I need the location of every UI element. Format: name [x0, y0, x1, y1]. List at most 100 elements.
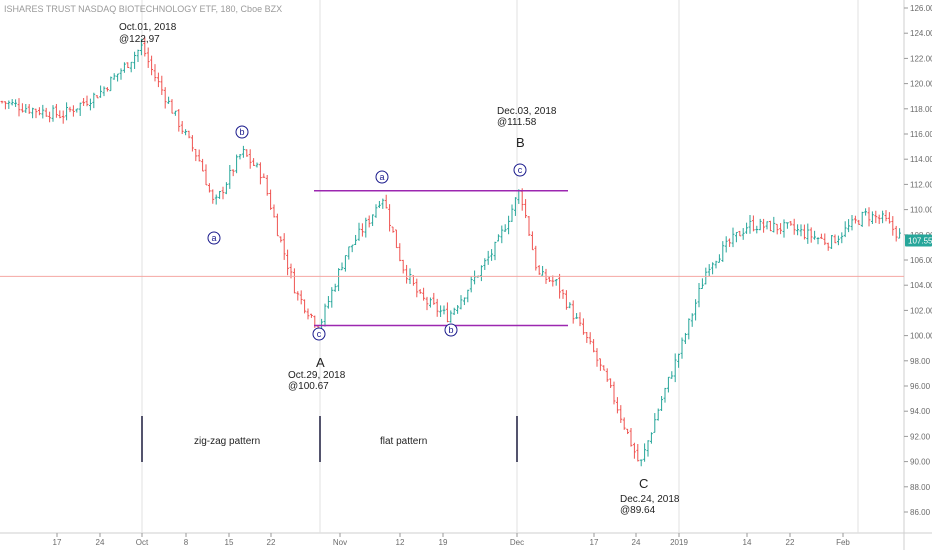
time-axis[interactable]: 17 24 Oct 8 15 22 Nov 12 19 Dec 17 24 2019 14 22 Feb: [53, 533, 851, 547]
ohlc-bar: [14, 99, 17, 107]
wave-label-c-major: C: [639, 476, 648, 491]
ohlc-bar: [415, 278, 419, 298]
ohlc-bar: [670, 371, 674, 379]
ohlc-bar: [738, 230, 742, 237]
wave-b-date: Dec.03, 2018: [497, 106, 557, 117]
ohlc-bar: [82, 98, 85, 106]
ohlc-bar: [554, 279, 558, 286]
ohlc-bar: [136, 49, 140, 62]
ohlc-bar: [765, 221, 769, 230]
ohlc-bar: [442, 305, 446, 315]
ohlc-bar: [775, 223, 779, 235]
ohlc-bar: [721, 241, 725, 262]
ohlc-bar: [160, 75, 164, 95]
ohlc-bar: [867, 207, 871, 227]
wave-c-date: Dec.24, 2018: [620, 494, 680, 505]
ohlc-bar: [395, 229, 398, 249]
price-tick-label: 120.00: [910, 80, 932, 89]
ohlc-bar: [823, 233, 827, 246]
ohlc-bar: [803, 224, 806, 240]
ohlc-bar: [95, 95, 99, 99]
ohlc-bar: [269, 189, 272, 210]
ohlc-bar: [680, 337, 684, 359]
ohlc-bar: [282, 233, 286, 260]
ohlc-bar: [106, 87, 109, 92]
ohlc-bar: [741, 228, 745, 240]
top-annotation-price: @122,97: [119, 34, 160, 45]
time-tick-label: 24: [96, 538, 105, 547]
ohlc-bar: [493, 241, 497, 261]
ohlc-bar: [432, 292, 436, 305]
ohlc-bar: [44, 107, 48, 117]
ohlc-bar: [840, 232, 844, 244]
ohlc-bar: [102, 86, 106, 97]
ohlc-bar: [813, 230, 816, 240]
ohlc-bar: [303, 299, 306, 314]
ohlc-bar: [752, 215, 755, 232]
ohlc-bar: [340, 262, 344, 271]
zigzag-pattern-label: zig-zag pattern: [194, 436, 260, 447]
ohlc-bar: [218, 190, 221, 199]
price-axis[interactable]: 126.00 124.00 122.00 120.00 118.00 116.00 114.…: [904, 4, 932, 517]
ohlc-bar: [667, 376, 670, 393]
ohlc-bar: [510, 204, 514, 222]
ohlc-bar: [837, 235, 840, 246]
ohlc-bar: [4, 101, 7, 110]
wave-a-date: Oct.29, 2018: [288, 370, 346, 381]
flat-pattern-label: flat pattern: [380, 436, 427, 447]
ohlc-bar: [361, 223, 364, 237]
ohlc-bar: [786, 222, 789, 229]
ohlc-bar: [293, 268, 296, 294]
price-tick-label: 106.00: [910, 256, 932, 265]
ohlc-bar: [677, 353, 680, 368]
ohlc-bar: [469, 276, 473, 293]
ohlc-bar: [89, 98, 92, 111]
ohlc-bar: [643, 443, 646, 462]
ohlc-bar: [459, 295, 463, 310]
svg-text:b: b: [239, 127, 244, 137]
ohlc-bar: [748, 215, 752, 234]
ohlc-bar: [877, 214, 881, 224]
ohlc-bar: [374, 204, 378, 218]
ohlc-bar: [197, 149, 201, 162]
ohlc-bar: [75, 108, 79, 113]
ohlc-bar: [201, 158, 204, 172]
ohlc-bar: [874, 210, 878, 224]
ohlc-bar: [622, 417, 626, 430]
svg-text:107.55: 107.55: [908, 236, 932, 245]
ohlc-bar: [180, 121, 184, 135]
price-bars: [0, 37, 901, 467]
ohlc-bar: [558, 273, 561, 299]
ohlc-bar: [697, 282, 701, 308]
svg-text:a: a: [211, 233, 216, 243]
ohlc-bar: [707, 264, 711, 277]
ohlc-bar: [435, 298, 439, 317]
time-tick-label: 8: [184, 538, 189, 547]
ohlc-bar: [48, 111, 51, 123]
ohlc-bar: [816, 237, 820, 245]
ohlc-bar: [129, 61, 133, 73]
ohlc-bar: [524, 199, 527, 219]
ohlc-bar: [541, 265, 544, 276]
svg-text:b: b: [448, 325, 453, 335]
ohlc-bar: [92, 92, 96, 109]
ohlc-bar: [650, 432, 653, 444]
ohlc-bar: [235, 154, 238, 174]
svg-text:c: c: [317, 329, 322, 339]
top-annotation-date: Oct.01, 2018: [119, 22, 177, 33]
time-tick-label: Oct: [136, 538, 149, 547]
ohlc-bar: [262, 173, 266, 178]
ohlc-bar: [0, 100, 4, 104]
price-tick-label: 118.00: [910, 105, 932, 114]
ohlc-bar: [238, 154, 242, 160]
time-tick-label: 22: [786, 538, 795, 547]
ohlc-bar: [466, 289, 470, 303]
ohlc-bar: [177, 109, 181, 132]
ohlc-bar: [187, 130, 191, 139]
ohlc-bar: [24, 104, 28, 113]
ohlc-bar: [276, 213, 279, 237]
ohlc-bar: [425, 296, 429, 311]
ohlc-bar: [595, 348, 599, 367]
